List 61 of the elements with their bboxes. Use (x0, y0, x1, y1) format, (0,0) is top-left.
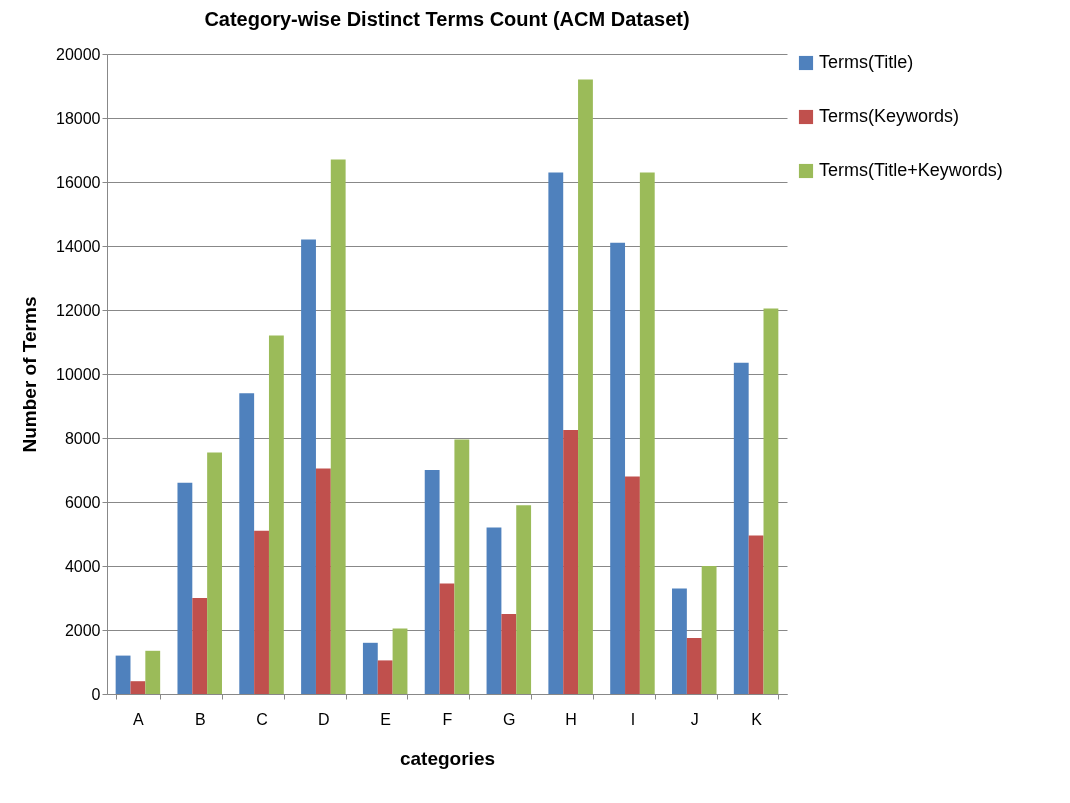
bar (192, 598, 208, 694)
y-tick-label: 12000 (56, 301, 101, 319)
bar (130, 681, 146, 694)
chart-title: Category-wise Distinct Terms Count (ACM Dataset) (204, 8, 690, 30)
bar (239, 393, 255, 694)
bar (486, 527, 502, 694)
bar (207, 452, 222, 694)
y-axis-title: Number of Terms (19, 296, 41, 453)
x-tick-label: C (256, 710, 268, 728)
bar (563, 430, 579, 694)
legend-label: Terms(Title) (819, 52, 914, 72)
bar (516, 505, 532, 694)
bar (315, 468, 331, 694)
y-tick-label: 4000 (64, 557, 101, 575)
x-tick-label: D (318, 710, 330, 728)
bar (748, 535, 764, 694)
bar (625, 476, 640, 694)
y-tick-label: 16000 (56, 173, 101, 191)
bar (115, 655, 131, 694)
x-tick-label: K (751, 710, 763, 728)
bar (362, 642, 378, 694)
bar (424, 470, 440, 694)
bar (330, 159, 346, 694)
y-tick-label: 10000 (56, 365, 101, 383)
y-tick-label: 8000 (64, 429, 101, 447)
bar (254, 530, 269, 694)
bar (392, 628, 408, 694)
bar (578, 79, 593, 694)
bar (177, 482, 193, 694)
bar (733, 362, 749, 694)
x-tick-label: H (565, 710, 577, 728)
x-tick-label: G (503, 710, 516, 728)
bar (701, 566, 717, 694)
y-tick-label: 6000 (64, 493, 101, 511)
x-tick-label: B (194, 710, 206, 728)
bar (686, 638, 702, 694)
y-tick-label: 18000 (56, 109, 101, 127)
x-tick-label: I (630, 710, 636, 728)
bar (639, 172, 655, 694)
y-tick-label: 20000 (56, 45, 101, 63)
bar (610, 242, 626, 694)
bar (377, 660, 393, 694)
y-tick-label: 0 (91, 685, 101, 703)
x-axis-title: categories (399, 747, 496, 769)
legend-label: Terms(Title+Keywords) (819, 160, 1003, 180)
bar (454, 439, 470, 694)
bar (548, 172, 564, 694)
legend-label: Terms(Keywords) (819, 106, 960, 126)
y-tick-label: 14000 (56, 237, 101, 255)
bar (672, 588, 687, 694)
bar (501, 614, 517, 694)
bar (763, 308, 779, 694)
x-tick-label: J (690, 710, 699, 728)
bar (268, 335, 284, 694)
y-tick-label: 2000 (64, 621, 101, 639)
bar (145, 650, 161, 694)
bar (301, 239, 316, 694)
bar (439, 583, 455, 694)
x-tick-label: E (380, 710, 392, 728)
x-tick-label: A (133, 710, 145, 728)
x-tick-label: F (442, 710, 453, 728)
